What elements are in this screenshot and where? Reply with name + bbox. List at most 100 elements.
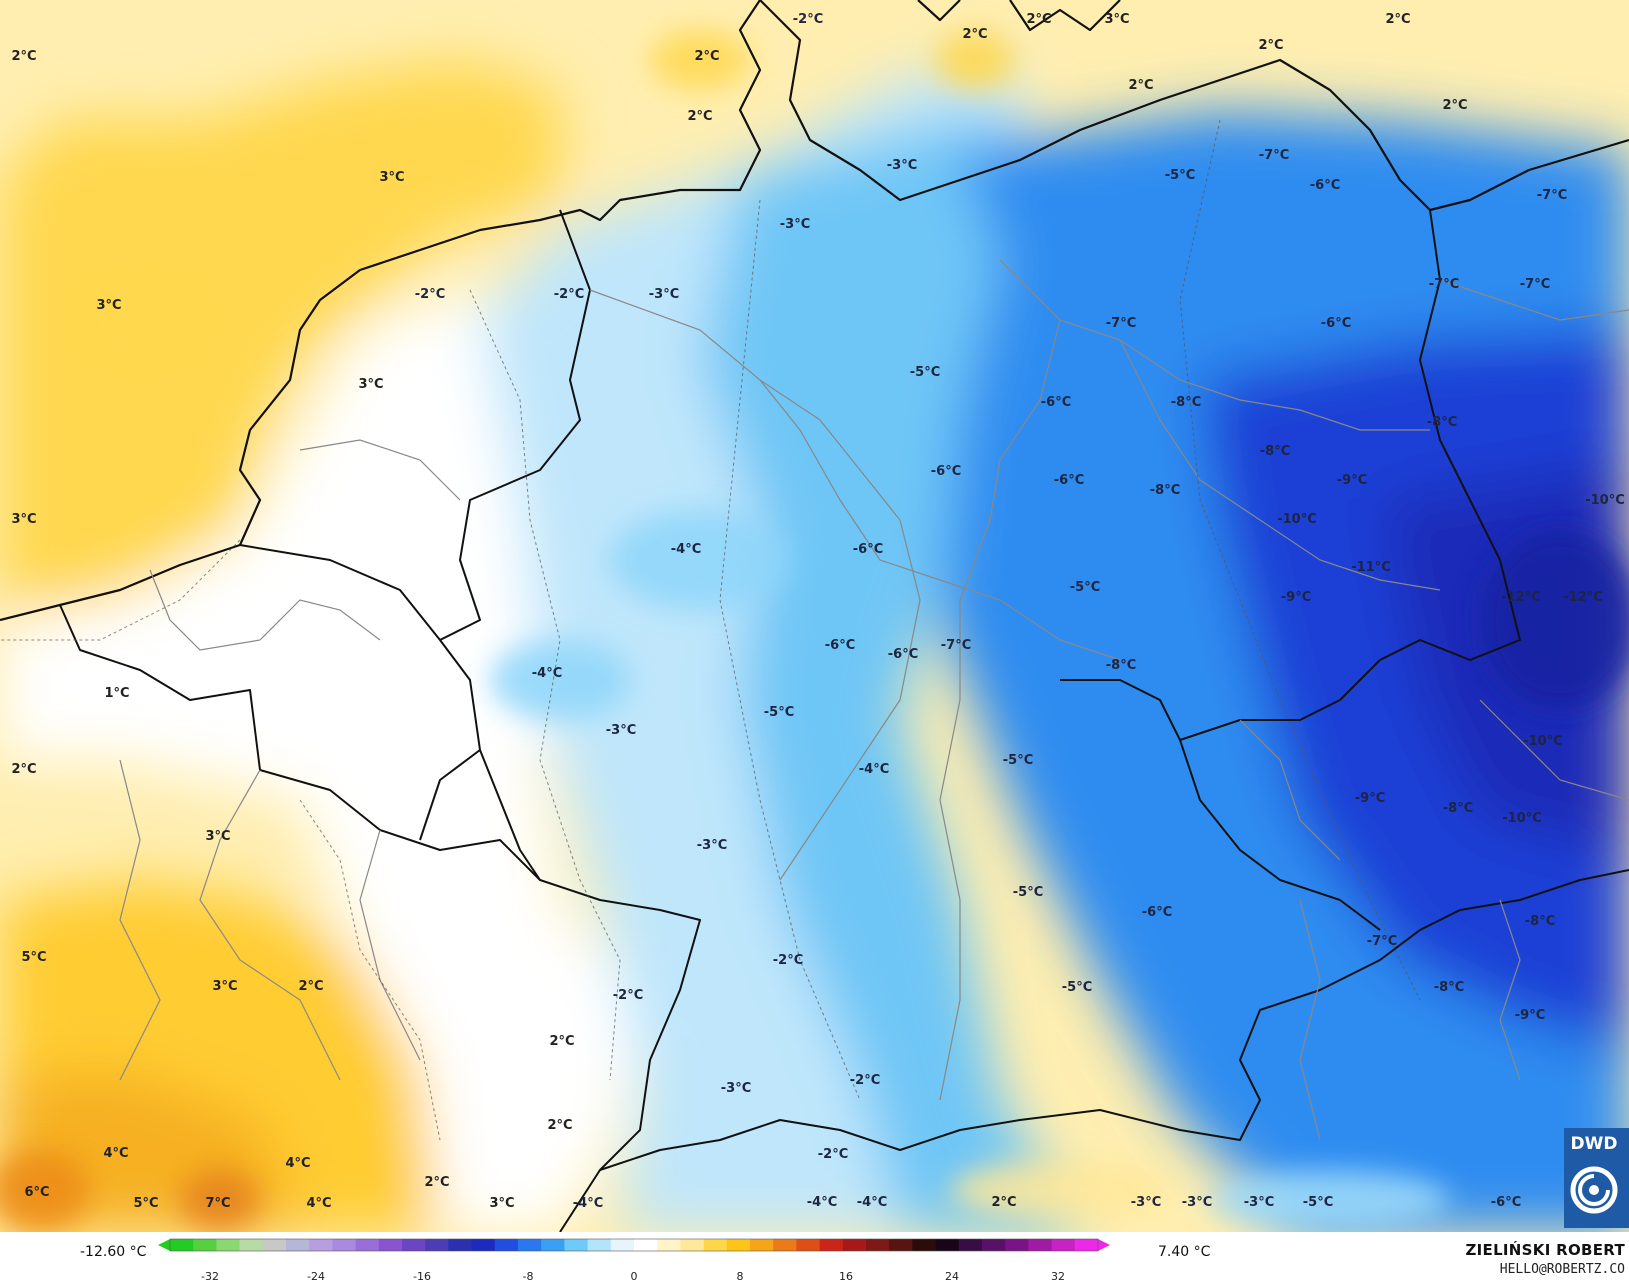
temperature-label: -5°C bbox=[1070, 580, 1100, 595]
temperature-label: 2°C bbox=[1258, 38, 1283, 53]
temperature-label: 3°C bbox=[205, 829, 230, 844]
temperature-label: -6°C bbox=[853, 542, 883, 557]
color-scale-bar: -32 -24 -16 -8 0 8 16 24 32 bbox=[158, 1238, 1110, 1283]
color-scale-frame bbox=[169, 1238, 1099, 1252]
temperature-label: -3°C bbox=[1131, 1195, 1161, 1210]
color-scale-swatch bbox=[657, 1239, 681, 1251]
region-borders bbox=[119, 259, 1629, 1141]
color-scale-swatch bbox=[982, 1239, 1006, 1251]
color-scale-swatch bbox=[750, 1239, 774, 1251]
footer-legend: -12.60 °C -32 -24 -16 -8 0 8 16 24 32 7.40 °C ZI… bbox=[0, 1232, 1629, 1287]
legend-tick-label: -24 bbox=[307, 1270, 325, 1283]
color-scale-swatch bbox=[680, 1239, 705, 1251]
temperature-label: -8°C bbox=[1443, 801, 1473, 816]
scale-right-arrow bbox=[1098, 1239, 1110, 1251]
temperature-label: -7°C bbox=[941, 638, 971, 653]
temperature-label: -12°C bbox=[1501, 590, 1541, 605]
temperature-label: -6°C bbox=[1054, 473, 1084, 488]
temperature-label: 3°C bbox=[11, 512, 36, 527]
color-scale-swatch bbox=[494, 1239, 519, 1251]
color-scale-swatch bbox=[193, 1239, 217, 1251]
color-scale-swatch bbox=[564, 1239, 589, 1251]
color-scale-swatch bbox=[842, 1239, 867, 1251]
color-scale-swatch bbox=[1051, 1239, 1076, 1251]
color-scale-swatch bbox=[1074, 1239, 1099, 1251]
temperature-label: 3°C bbox=[358, 377, 383, 392]
temperature-label: -5°C bbox=[1013, 885, 1043, 900]
temperature-label: -2°C bbox=[415, 287, 445, 302]
temperature-label: -8°C bbox=[1260, 444, 1290, 459]
temperature-label: -6°C bbox=[1321, 316, 1351, 331]
temperature-label: 4°C bbox=[285, 1156, 310, 1171]
temperature-label: -3°C bbox=[606, 723, 636, 738]
color-scale-swatch bbox=[425, 1239, 449, 1251]
color-scale-swatch bbox=[1005, 1239, 1029, 1251]
temperature-label: -8°C bbox=[1106, 658, 1136, 673]
temperature-label: -2°C bbox=[554, 287, 584, 302]
temperature-label: 3°C bbox=[489, 1196, 514, 1211]
color-scale-swatch bbox=[587, 1239, 612, 1251]
temperature-labels: 2°C 3°C 2°C 2°C 3°C 3°C 3°C 1°C 2°C 3°C 5°C 3°C 2°C 4… bbox=[11, 12, 1624, 1211]
color-scale-swatch bbox=[448, 1239, 473, 1251]
color-scale-swatch bbox=[703, 1239, 728, 1251]
temperature-label: -7°C bbox=[1367, 934, 1397, 949]
temperature-label: -4°C bbox=[859, 762, 889, 777]
temperature-label: 5°C bbox=[133, 1196, 158, 1211]
temperature-label: -5°C bbox=[1062, 980, 1092, 995]
color-scale-swatch bbox=[309, 1239, 333, 1251]
temperature-label: -3°C bbox=[1244, 1195, 1274, 1210]
temperature-label: -2°C bbox=[793, 12, 823, 27]
temperature-label: -2°C bbox=[613, 988, 643, 1003]
temperature-label: -5°C bbox=[764, 705, 794, 720]
color-scale-swatch bbox=[935, 1239, 960, 1251]
color-scale-swatch bbox=[634, 1239, 658, 1251]
color-scale-swatch bbox=[402, 1239, 426, 1251]
temperature-label: 3°C bbox=[1104, 12, 1129, 27]
legend-tick-label: -16 bbox=[413, 1270, 431, 1283]
temperature-label: 5°C bbox=[21, 950, 46, 965]
temperature-label: -4°C bbox=[532, 666, 562, 681]
temperature-label: -9°C bbox=[1337, 473, 1367, 488]
temperature-label: -6°C bbox=[1041, 395, 1071, 410]
temperature-label: 2°C bbox=[687, 109, 712, 124]
temperature-label: -6°C bbox=[1310, 178, 1340, 193]
temperature-label: -10°C bbox=[1277, 512, 1317, 527]
color-scale-swatch bbox=[541, 1239, 565, 1251]
temperature-label: -10°C bbox=[1502, 811, 1542, 826]
isotherms bbox=[0, 119, 1421, 1141]
temperature-label: -3°C bbox=[780, 217, 810, 232]
temperature-label: -8°C bbox=[1427, 415, 1457, 430]
temperature-label: 3°C bbox=[379, 170, 404, 185]
color-scale-swatch bbox=[262, 1239, 287, 1251]
color-scale-swatch bbox=[958, 1239, 983, 1251]
temperature-label: -3°C bbox=[721, 1081, 751, 1096]
temperature-label: -4°C bbox=[671, 542, 701, 557]
temperature-label: 2°C bbox=[424, 1175, 449, 1190]
swirl-icon bbox=[1570, 1166, 1618, 1214]
temperature-map: 2°C 3°C 2°C 2°C 3°C 3°C 3°C 1°C 2°C 3°C 5°C 3°C 2°C 4… bbox=[0, 0, 1629, 1232]
temperature-label: -4°C bbox=[807, 1195, 837, 1210]
temperature-label: 2°C bbox=[1385, 12, 1410, 27]
legend-tick-label: -8 bbox=[523, 1270, 534, 1283]
temperature-label: -5°C bbox=[1003, 753, 1033, 768]
color-scale-swatch bbox=[355, 1239, 380, 1251]
color-scale-swatch bbox=[889, 1239, 913, 1251]
legend-min-value: -12.60 °C bbox=[80, 1244, 147, 1260]
temperature-label: -7°C bbox=[1106, 316, 1136, 331]
temperature-label: -3°C bbox=[697, 838, 727, 853]
temperature-label: -11°C bbox=[1351, 560, 1391, 575]
legend-tick-label: 24 bbox=[945, 1270, 959, 1283]
temperature-label: 3°C bbox=[212, 979, 237, 994]
legend-tick-label: 8 bbox=[737, 1270, 744, 1283]
legend-tick-label: 16 bbox=[839, 1270, 853, 1283]
temperature-label: -8°C bbox=[1434, 980, 1464, 995]
legend-tick-label: 0 bbox=[631, 1270, 638, 1283]
dwd-logo: DWD bbox=[1564, 1128, 1629, 1228]
temperature-label: 3°C bbox=[96, 298, 121, 313]
temperature-label: 2°C bbox=[298, 979, 323, 994]
temperature-label: -10°C bbox=[1523, 734, 1563, 749]
temperature-label: 2°C bbox=[547, 1118, 572, 1133]
author-email: HELLO@ROBERTZ.CO bbox=[1499, 1262, 1625, 1277]
legend-tick-label: -32 bbox=[201, 1270, 219, 1283]
temperature-label: 4°C bbox=[103, 1146, 128, 1161]
